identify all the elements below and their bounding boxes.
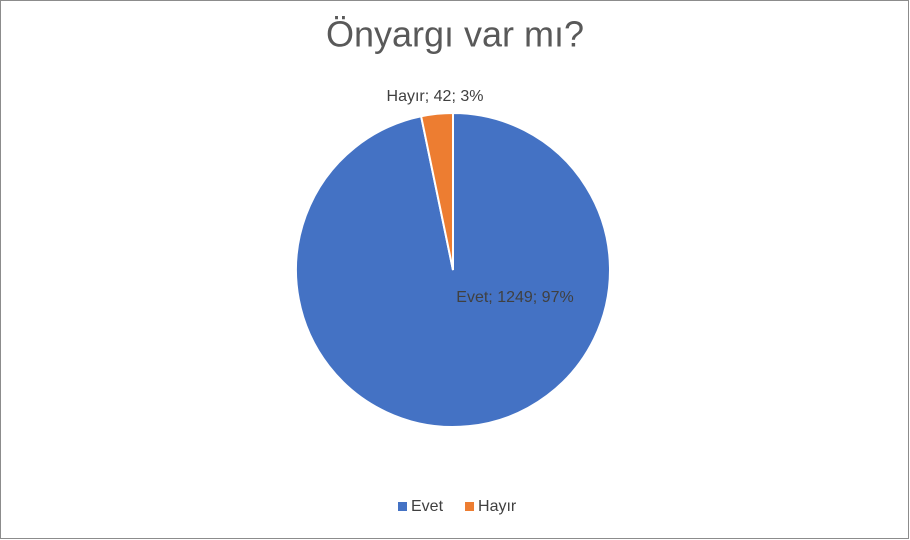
data-label: Evet; 1249; 97% <box>456 289 573 306</box>
legend-label: Hayır <box>478 498 517 515</box>
legend-swatch <box>398 502 407 511</box>
legend-label: Evet <box>411 498 444 515</box>
chart-title: Önyargı var mı? <box>326 14 584 55</box>
pie-slice <box>419 111 454 271</box>
legend-swatch <box>465 502 475 511</box>
data-label: Hayır; 42; 3% <box>387 88 484 105</box>
